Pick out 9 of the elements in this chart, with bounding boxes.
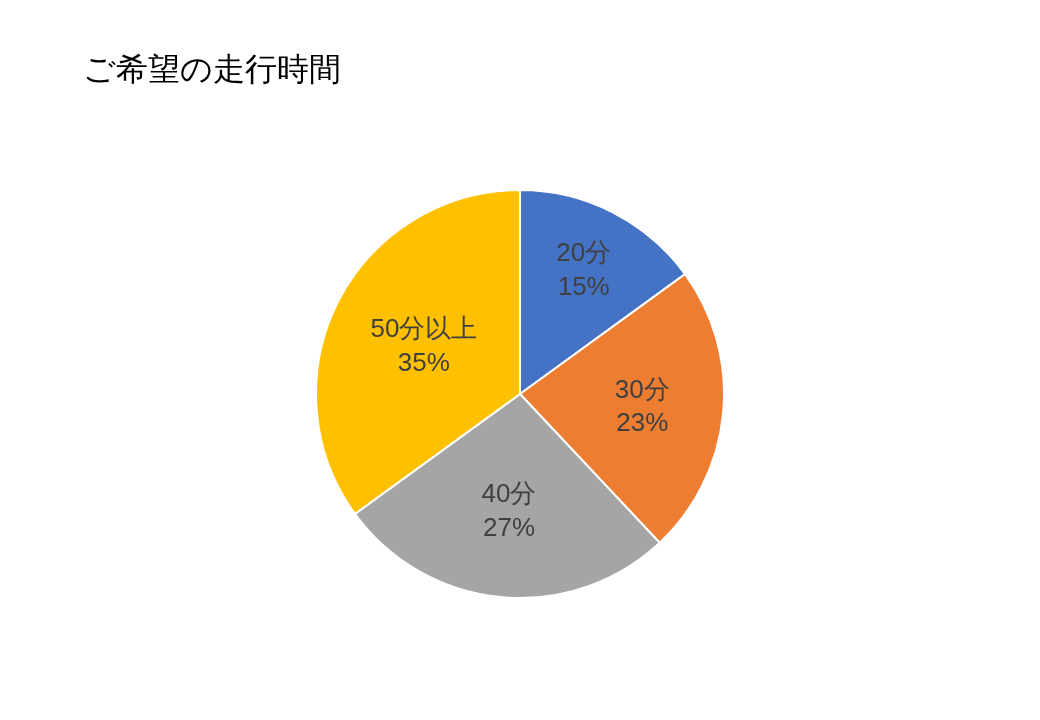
chart-title: ご希望の走行時間 [83, 49, 342, 88]
slice-label: 30分 [614, 373, 670, 404]
slice-label: 40分 [481, 478, 537, 509]
data-label: 15% [557, 270, 610, 301]
data-label: 35% [397, 346, 450, 377]
data-label: 27% [483, 511, 536, 542]
slice-label: 50分以上 [370, 313, 478, 344]
data-label: 23% [616, 407, 669, 438]
slice-label: 20分 [556, 237, 612, 268]
